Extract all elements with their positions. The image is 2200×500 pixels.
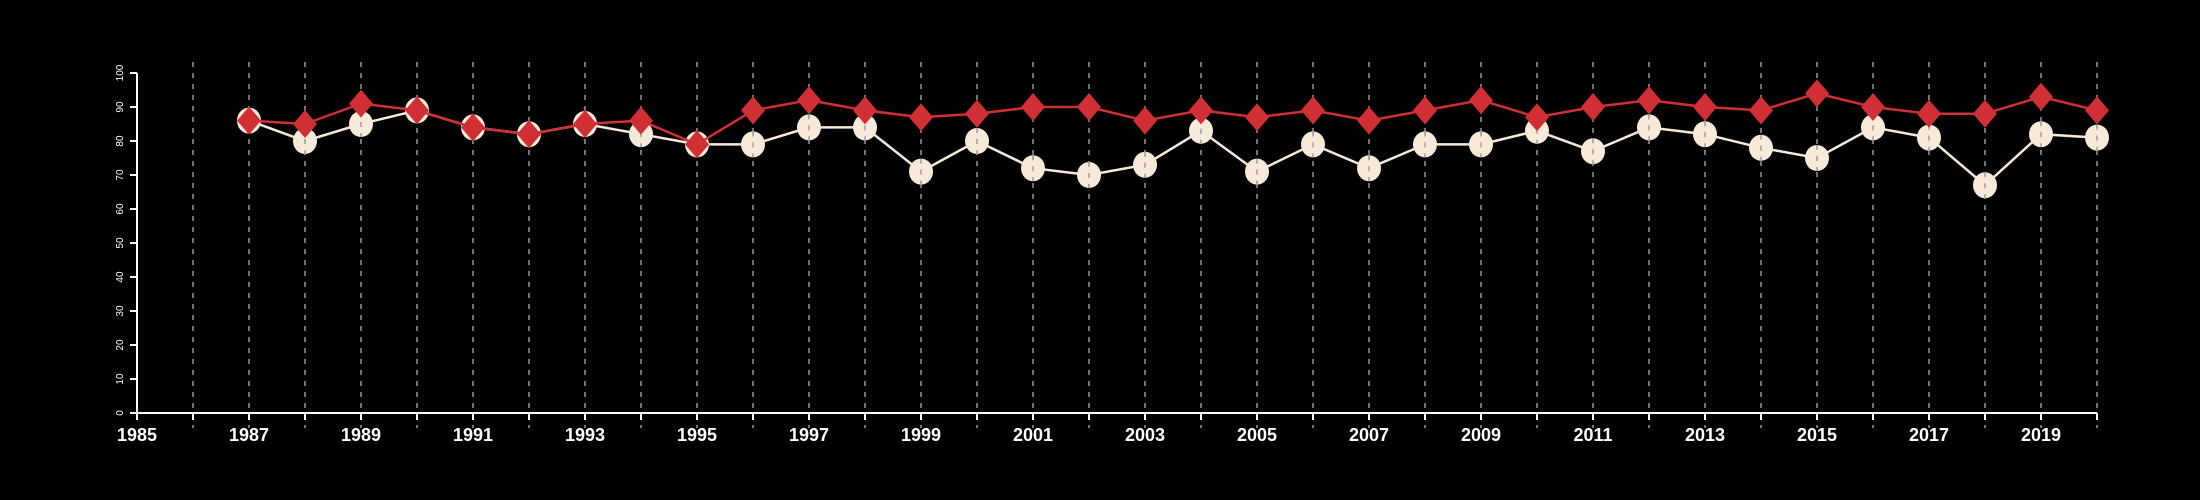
y-tick-label: 60 xyxy=(115,203,126,215)
data-point-diamond xyxy=(1189,96,1213,125)
series-white-circles xyxy=(237,97,2109,199)
y-tick-label: 30 xyxy=(115,305,126,317)
y-tick-label: 100 xyxy=(115,64,126,81)
y-tick-label: 90 xyxy=(115,101,126,113)
data-point-diamond xyxy=(1525,103,1549,132)
x-tick-label: 1991 xyxy=(453,425,493,445)
y-tick-label: 80 xyxy=(115,135,126,147)
data-point-diamond xyxy=(1917,99,1941,128)
data-point-diamond xyxy=(853,96,877,125)
x-tick-label: 1985 xyxy=(117,425,157,445)
series-red-diamonds xyxy=(237,79,2109,159)
x-tick-label: 1999 xyxy=(901,425,941,445)
data-point-diamond xyxy=(1805,79,1829,108)
x-tick-label: 2015 xyxy=(1797,425,1837,445)
x-tick-label: 1993 xyxy=(565,425,605,445)
data-point-diamond xyxy=(1133,106,1157,135)
data-point-diamond xyxy=(965,99,989,128)
data-point-diamond xyxy=(573,110,597,138)
y-tick-label: 40 xyxy=(115,271,126,283)
data-point-diamond xyxy=(685,130,709,159)
data-point-diamond xyxy=(741,96,765,125)
y-tick-label: 10 xyxy=(115,373,126,385)
data-point-diamond xyxy=(1021,93,1045,121)
y-tick-label: 70 xyxy=(115,169,126,181)
data-point-diamond xyxy=(1357,106,1381,135)
axes: 0 10 20 30 40 50 60 70 80 90 100 1985 1987 1989 1991 19… xyxy=(115,64,2098,445)
x-tick-label: 2005 xyxy=(1237,425,1277,445)
data-point-diamond xyxy=(405,96,429,125)
data-point-diamond xyxy=(1413,96,1437,125)
data-point-diamond xyxy=(293,110,317,138)
data-point-diamond xyxy=(1637,86,1661,115)
data-point-diamond xyxy=(517,120,541,149)
data-point-diamond xyxy=(349,89,373,118)
data-point-diamond xyxy=(2029,82,2053,111)
data-point-diamond xyxy=(1693,93,1717,121)
x-tick-label: 2007 xyxy=(1349,425,1389,445)
y-tick-label: 20 xyxy=(115,339,126,351)
data-point-diamond xyxy=(461,113,485,142)
data-point-diamond xyxy=(1581,93,1605,121)
x-tick-label: 2011 xyxy=(1573,425,1612,445)
x-tick-label: 1995 xyxy=(677,425,717,445)
data-point-diamond xyxy=(1245,103,1269,132)
x-tick-label: 2001 xyxy=(1013,425,1053,445)
data-point-diamond xyxy=(1301,96,1325,125)
data-point-diamond xyxy=(1973,99,1997,128)
x-tick-label: 1997 xyxy=(789,425,829,445)
data-point-diamond xyxy=(1077,93,1101,121)
data-point-diamond xyxy=(909,103,933,132)
data-point-diamond xyxy=(1861,93,1885,121)
x-tick-label: 1987 xyxy=(229,425,269,445)
data-point-diamond xyxy=(237,106,261,135)
y-tick-label: 0 xyxy=(115,410,126,416)
x-tick-label: 2017 xyxy=(1909,425,1949,445)
data-point-diamond xyxy=(1469,86,1493,115)
data-point-diamond xyxy=(2085,96,2109,125)
x-tick-label: 2019 xyxy=(2021,425,2061,445)
data-point-diamond xyxy=(1749,96,1773,125)
x-tick-label: 2003 xyxy=(1125,425,1165,445)
x-tick-label: 2009 xyxy=(1461,425,1501,445)
x-tick-label: 1989 xyxy=(341,425,381,445)
series-red-diamonds-line xyxy=(248,92,2098,146)
y-tick-label: 50 xyxy=(115,237,126,249)
series-layer xyxy=(237,79,2109,199)
x-tick-label: 2013 xyxy=(1685,425,1725,445)
data-point-diamond xyxy=(629,106,653,135)
data-point-diamond xyxy=(797,86,821,115)
